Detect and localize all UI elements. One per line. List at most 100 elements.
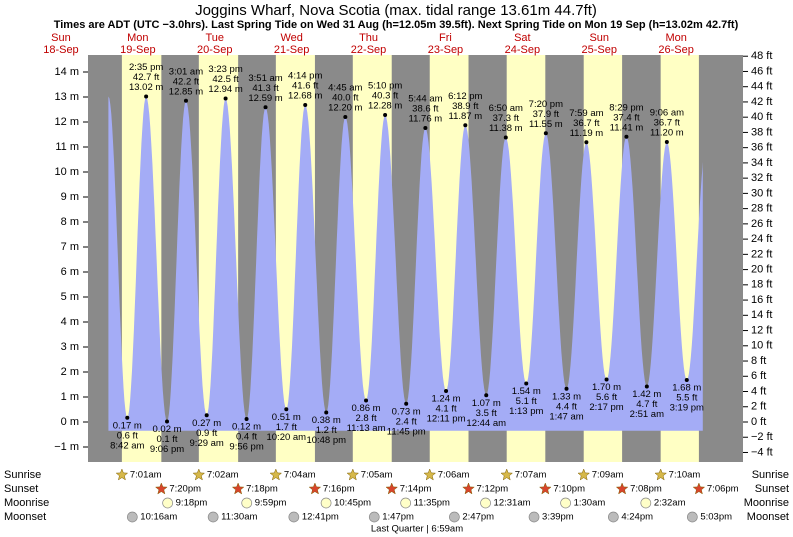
tide-height-ft: 1.7 ft xyxy=(276,422,297,433)
y2-tick-label: 6 ft xyxy=(751,370,766,382)
y2-tick-label: 22 ft xyxy=(751,248,772,260)
day-name: Mon xyxy=(127,32,148,44)
tide-height-ft: 0.4 ft xyxy=(236,432,257,443)
moon-marker xyxy=(400,497,412,509)
tide-point xyxy=(543,131,548,136)
y2-tick-label: 14 ft xyxy=(751,309,772,321)
tide-height-m: 0.86 m xyxy=(352,403,381,414)
row-label: Moonrise xyxy=(4,497,49,509)
day-name: Sun xyxy=(51,32,71,44)
moon-marker xyxy=(288,511,300,523)
sunset-time: 7:14pm xyxy=(400,484,432,495)
y-tick-label: 10 m xyxy=(55,166,79,178)
tide-time: 11:13 am xyxy=(347,423,386,434)
y2-tick-label: 8 ft xyxy=(751,355,766,367)
moonrise-time: 1:30am xyxy=(574,498,606,509)
moonrise-time: 9:59pm xyxy=(255,498,287,509)
tide-time: 12:11 pm xyxy=(427,414,466,425)
sun-marker xyxy=(231,482,245,495)
sun-marker xyxy=(654,468,668,481)
tide-point xyxy=(263,105,268,110)
moonset-time: 4:24pm xyxy=(621,512,653,523)
tide-time: 2:35 pm xyxy=(129,62,163,73)
tide-point xyxy=(404,401,409,406)
sunrise-time: 7:06am xyxy=(438,470,470,481)
y-tick-label: 2 m xyxy=(61,366,79,378)
tide-height-m: 0.17 m xyxy=(113,420,142,431)
tide-point xyxy=(383,113,388,117)
tide-point xyxy=(183,98,188,103)
tide-time: 2:17 pm xyxy=(589,402,623,413)
moon-phase: Last Quarter | 6:59am xyxy=(371,524,463,535)
moon-marker xyxy=(368,511,380,523)
sun-marker xyxy=(615,482,629,495)
tide-height-ft: 41.6 ft xyxy=(292,81,319,92)
moonset-time: 3:39pm xyxy=(542,512,574,523)
tide-height-m: 0.38 m xyxy=(312,415,341,426)
tide-point xyxy=(165,419,170,424)
tide-height-ft: 2.8 ft xyxy=(355,413,376,424)
tide-height-ft: 37.9 ft xyxy=(533,109,560,120)
tide-height-ft: 3.5 ft xyxy=(476,408,497,419)
moonset-time: 11:30am xyxy=(221,512,257,523)
y-tick-label: 5 m xyxy=(61,291,79,303)
y2-tick-label: 10 ft xyxy=(751,340,772,352)
sunrise-time: 7:09am xyxy=(592,470,624,481)
sunset-time: 7:18pm xyxy=(246,484,278,495)
y2-tick-label: 4 ft xyxy=(751,385,766,397)
y2-tick-label: 0 ft xyxy=(751,416,766,428)
y-tick-label: 14 m xyxy=(55,66,79,78)
tide-time: 3:01 am xyxy=(169,66,203,77)
sun-marker xyxy=(462,482,475,495)
moon-marker xyxy=(162,497,173,509)
y2-tick-label: 2 ft xyxy=(751,401,766,413)
tide-height-ft: 5.6 ft xyxy=(596,392,617,403)
tide-height-m: 12.68 m xyxy=(288,91,322,102)
tide-height-m: 1.24 m xyxy=(432,394,461,405)
tide-height-ft: 42.5 ft xyxy=(212,74,239,85)
y2-tick-label: 18 ft xyxy=(751,279,772,291)
tide-time: 5:10 pm xyxy=(368,81,402,92)
chart-subtitle: Times are ADT (UTC −3.0hrs). Last Spring… xyxy=(54,19,739,31)
tide-point xyxy=(223,96,228,101)
tide-time: 10:48 pm xyxy=(306,435,346,446)
y2-tick-label: 20 ft xyxy=(751,263,772,275)
tide-time: 11:45 pm xyxy=(387,426,426,437)
sun-marker xyxy=(192,468,206,481)
moonrise-time: 12:31am xyxy=(494,498,531,509)
y2-tick-label: 36 ft xyxy=(751,142,772,154)
tide-point xyxy=(324,410,329,415)
y2-tick-label: −4 ft xyxy=(751,446,773,458)
sun-marker xyxy=(346,468,360,481)
day-date: 20-Sep xyxy=(197,44,232,56)
sun-marker xyxy=(538,482,552,495)
tide-height-ft: 0.6 ft xyxy=(117,430,138,441)
tide-time: 3:51 am xyxy=(248,73,282,84)
y2-tick-label: 24 ft xyxy=(751,233,772,245)
tide-point xyxy=(564,386,569,391)
y-tick-label: 9 m xyxy=(61,191,79,203)
tide-point xyxy=(584,140,589,145)
y2-tick-label: 38 ft xyxy=(751,126,772,138)
moon-marker xyxy=(449,511,460,523)
tide-time: 9:06 pm xyxy=(150,444,184,455)
tide-point xyxy=(644,384,649,389)
sun-marker xyxy=(385,482,399,495)
moonset-time: 12:41pm xyxy=(302,512,339,523)
y2-tick-label: 12 ft xyxy=(751,324,772,336)
tide-time: 9:29 am xyxy=(190,438,224,449)
tide-time: 3:19 pm xyxy=(670,403,704,414)
tide-height-m: 1.07 m xyxy=(472,398,501,409)
y2-tick-label: 46 ft xyxy=(751,65,772,77)
y-tick-label: 3 m xyxy=(61,341,79,353)
moonrise-time: 2:32am xyxy=(654,498,686,509)
tide-point xyxy=(484,393,489,398)
day-date: 26-Sep xyxy=(658,44,693,56)
tide-point xyxy=(284,407,289,412)
day-name: Fri xyxy=(439,32,452,44)
row-label: Moonset xyxy=(747,511,789,523)
tide-point xyxy=(204,413,209,418)
tide-height-m: 1.70 m xyxy=(592,382,621,393)
tide-height-ft: 4.7 ft xyxy=(636,399,657,410)
